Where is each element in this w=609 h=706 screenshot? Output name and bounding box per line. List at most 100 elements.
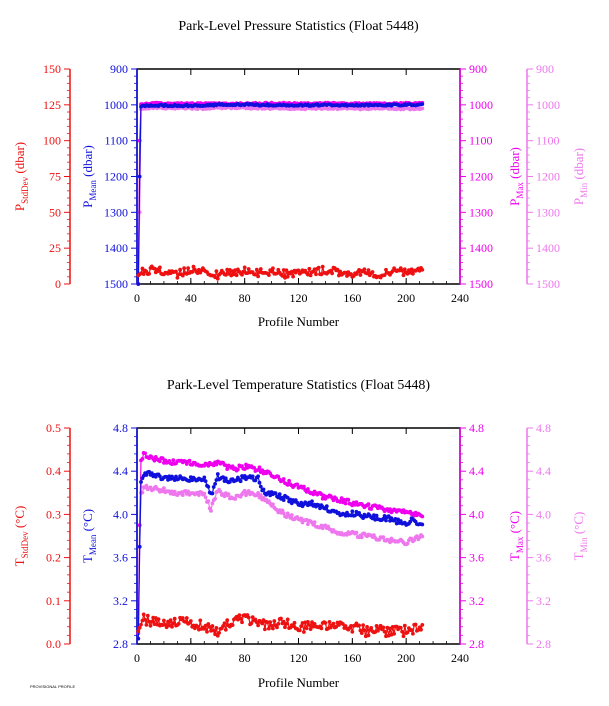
point-min	[412, 538, 417, 542]
point-stddev	[291, 274, 295, 279]
point-stddev	[292, 620, 297, 625]
point-min	[218, 489, 223, 494]
point-stddev	[191, 264, 196, 269]
stddev-tick-label: 0.2	[46, 551, 61, 565]
min-axis-label: TMin (°C)	[571, 512, 589, 561]
point-min	[162, 486, 166, 490]
point-stddev	[170, 624, 174, 629]
point-mean	[211, 485, 216, 489]
min-tick-label: 3.6	[536, 551, 551, 565]
point-mean	[238, 479, 243, 484]
min-tick-label: 1300	[536, 205, 560, 219]
max-label-main: T	[507, 553, 522, 561]
point-stddev	[225, 267, 230, 272]
series-min	[136, 483, 425, 641]
point-stddev	[198, 618, 203, 623]
point-stddev	[276, 267, 281, 272]
point-stddev	[316, 265, 321, 270]
point-stddev	[409, 628, 414, 632]
point-stddev	[276, 622, 281, 626]
point-stddev	[349, 272, 353, 276]
point-mean	[158, 474, 162, 479]
point-stddev	[246, 615, 251, 620]
x-tick-label: 0	[134, 651, 140, 665]
point-stddev	[400, 629, 404, 634]
point-stddev	[411, 271, 415, 276]
point-stddev	[240, 272, 244, 277]
max-axis-label: TMax (°C)	[507, 511, 525, 561]
point-stddev	[405, 630, 410, 635]
point-max	[160, 456, 165, 461]
point-mean	[350, 509, 355, 514]
point-max	[343, 501, 348, 506]
point-stddev	[225, 618, 230, 623]
min-tick-label: 1400	[536, 241, 560, 255]
point-stddev	[144, 623, 149, 627]
point-mean	[137, 544, 142, 549]
point-max	[276, 474, 281, 479]
series-line-mean	[137, 103, 423, 285]
max-label-unit: (dbar)	[507, 147, 522, 182]
point-stddev	[261, 618, 266, 622]
point-max	[369, 507, 374, 511]
point-mean	[285, 495, 290, 500]
point-stddev	[398, 625, 403, 630]
point-mean	[253, 478, 258, 483]
point-stddev	[285, 617, 290, 622]
point-min	[312, 520, 317, 524]
max-tick-label: 1400	[469, 241, 493, 255]
point-mean	[144, 473, 149, 477]
point-min	[281, 511, 286, 516]
x-tick-label: 160	[343, 291, 361, 305]
max-tick-label: 3.2	[469, 594, 484, 608]
point-stddev	[226, 271, 231, 276]
point-min	[256, 491, 260, 495]
point-stddev	[283, 625, 287, 630]
point-stddev	[374, 624, 379, 628]
point-stddev	[172, 616, 177, 621]
point-stddev	[401, 273, 406, 278]
series-max	[136, 100, 425, 286]
point-stddev	[341, 622, 345, 626]
chart-title: Park-Level Pressure Statistics (Float 54…	[178, 19, 419, 34]
point-mean	[210, 491, 215, 496]
point-min	[206, 499, 211, 503]
footer-note: PROVISIONAL PROFILE	[30, 684, 76, 689]
min-tick-label: 1500	[536, 277, 560, 291]
point-stddev	[308, 273, 313, 278]
min-axis-label: PMin (dbar)	[571, 148, 589, 205]
min-label-main: T	[571, 552, 586, 560]
stddev-tick-label: 150	[43, 62, 61, 76]
point-stddev	[234, 273, 239, 278]
point-stddev	[205, 629, 209, 634]
mean-tick-label: 2.8	[113, 637, 128, 651]
point-max	[171, 458, 176, 462]
point-stddev	[280, 274, 285, 278]
min-tick-label: 2.8	[536, 637, 551, 651]
x-axis-label: Profile Number	[258, 675, 340, 690]
point-stddev	[238, 616, 243, 621]
point-stddev	[357, 623, 361, 628]
point-stddev	[256, 274, 260, 279]
point-max	[302, 484, 306, 489]
point-stddev	[330, 271, 334, 276]
point-stddev	[253, 617, 258, 622]
point-mean	[137, 174, 142, 179]
point-stddev	[319, 626, 324, 631]
point-max	[281, 477, 286, 481]
series-mean	[136, 469, 425, 641]
stddev-tick-label: 0.3	[46, 507, 61, 521]
point-stddev	[366, 268, 371, 273]
min-label-main: P	[571, 198, 586, 205]
chart-panel-temperature: Park-Level Temperature Statistics (Float…	[12, 378, 589, 690]
point-mean	[256, 474, 260, 479]
point-stddev	[308, 627, 313, 631]
point-min	[172, 489, 177, 494]
point-min	[246, 489, 251, 493]
point-stddev	[392, 631, 396, 636]
mean-tick-label: 3.6	[113, 551, 128, 565]
point-stddev	[359, 631, 364, 635]
point-stddev	[269, 269, 274, 274]
point-stddev	[260, 621, 265, 626]
